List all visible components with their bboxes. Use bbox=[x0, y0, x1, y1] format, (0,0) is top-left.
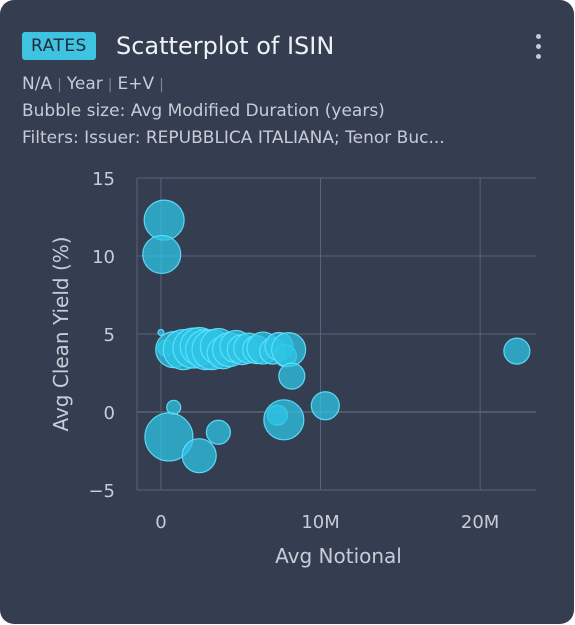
x-axis-label: Avg Notional bbox=[275, 544, 402, 568]
card-header: RATES Scatterplot of ISIN bbox=[22, 28, 554, 66]
meta-line: N/A | Year | E+V | bbox=[22, 74, 169, 94]
data-point bbox=[166, 399, 182, 415]
meta-separator: | bbox=[107, 77, 113, 93]
y-tick-label: −5 bbox=[88, 481, 115, 502]
y-tick-label: 5 bbox=[104, 325, 115, 346]
data-point bbox=[181, 438, 217, 474]
x-tick-label: 0 bbox=[155, 512, 166, 533]
meta-separator: | bbox=[57, 77, 62, 93]
filters-text: Filters: Issuer: REPUBBLICA ITALIANA; Te… bbox=[22, 128, 445, 148]
data-point bbox=[143, 199, 185, 241]
x-tick-label: 20M bbox=[461, 512, 499, 533]
meta-separator: | bbox=[159, 77, 164, 93]
data-point bbox=[157, 328, 165, 337]
data-point bbox=[263, 399, 305, 441]
y-tick-label: 0 bbox=[104, 403, 115, 424]
y-axis-label: Avg Clean Yield (%) bbox=[49, 236, 73, 431]
data-point bbox=[205, 419, 231, 445]
meta-item-value: N/A bbox=[22, 74, 53, 94]
data-point bbox=[310, 391, 340, 421]
scatter-chart: −5 0 5 10 15 0 10M 20M Avg Notional Avg Clean Yie… bbox=[49, 169, 536, 568]
category-badge[interactable]: RATES bbox=[22, 32, 96, 60]
meta-item-type: E+V bbox=[117, 74, 155, 94]
more-options-icon[interactable] bbox=[534, 34, 542, 60]
data-point bbox=[278, 362, 306, 390]
data-point bbox=[271, 332, 307, 368]
bubble-size-text: Bubble size: Avg Modified Duration (year… bbox=[22, 101, 385, 121]
y-tick-label: 10 bbox=[92, 247, 115, 268]
data-point bbox=[503, 337, 531, 365]
card-title: Scatterplot of ISIN bbox=[116, 32, 335, 60]
x-tick-label: 10M bbox=[301, 512, 339, 533]
y-tick-label: 15 bbox=[92, 169, 115, 190]
data-point bbox=[144, 412, 194, 462]
data-point bbox=[142, 234, 182, 275]
meta-item-period: Year bbox=[66, 74, 103, 94]
